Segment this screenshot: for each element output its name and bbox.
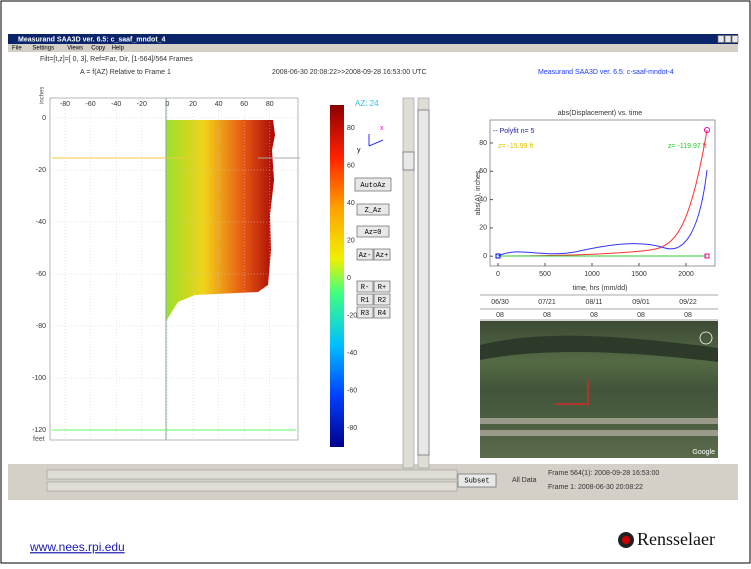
colorbar-tick: 80 <box>347 125 355 132</box>
date-label: 08/11 <box>586 299 603 306</box>
menu-item[interactable]: Help <box>112 46 125 52</box>
x-tick-label: 500 <box>539 271 551 278</box>
y-unit: feet <box>33 436 45 443</box>
date-label: 09/22 <box>679 299 697 306</box>
road <box>480 430 718 436</box>
year-label: 08 <box>684 312 692 319</box>
y-tick-label: 20 <box>479 225 487 232</box>
year-label: 08 <box>543 312 551 319</box>
colorbar-tick: 0 <box>347 275 351 282</box>
annotation: z= -15.99 ft <box>498 143 533 150</box>
h-scrollbar[interactable] <box>47 470 457 479</box>
y-tick-label: 60 <box>479 168 487 175</box>
x-tick-label: -80 <box>60 101 70 108</box>
year-label: 08 <box>637 312 645 319</box>
colorbar-tick: -60 <box>347 387 357 394</box>
year-label: 08 <box>496 312 504 319</box>
colorbar-tick: -40 <box>347 350 357 357</box>
logo-mark <box>622 536 630 544</box>
all-data: All Data <box>512 477 537 484</box>
y-tick-label: 80 <box>479 140 487 147</box>
y-tick-label: 40 <box>479 196 487 203</box>
button-label: Z_Az <box>365 207 382 215</box>
button-label: Az=0 <box>365 229 382 237</box>
y-tick-label: -20 <box>36 167 46 174</box>
footer-link[interactable]: www.nees.rpi.edu <box>29 540 125 554</box>
x-tick-label: 1500 <box>631 271 647 278</box>
x-tick-label: 0 <box>496 271 500 278</box>
colorbar-tick: 60 <box>347 162 355 169</box>
menu-item[interactable]: Settings <box>32 46 54 52</box>
x-tick-label: -60 <box>86 101 96 108</box>
axis-x-label: x <box>380 125 384 132</box>
y-tick-label: -120 <box>32 427 46 434</box>
map-attribution: Google <box>692 449 715 456</box>
button-label: AutoAz <box>360 182 385 190</box>
menu-item[interactable]: Views <box>67 46 83 52</box>
button-label: R+ <box>378 284 386 292</box>
road <box>480 418 718 424</box>
colorbar-tick: 20 <box>347 237 355 244</box>
annotation: z= -119.97 ft <box>668 143 707 150</box>
logo-text: Rensselaer <box>637 529 715 549</box>
plot-title: A = f(AZ) Relative to Frame 1 <box>80 69 171 76</box>
time-range: 2008-06-30 20:08:22>>2008-09-28 16:53:00… <box>272 69 427 76</box>
y-tick-label: 0 <box>483 253 487 260</box>
year-label: 08 <box>590 312 598 319</box>
x-tick-label: 20 <box>189 101 197 108</box>
y-tick-label: -80 <box>36 323 46 330</box>
menu-item[interactable]: Copy <box>91 46 105 52</box>
y-label: abs(A), inches <box>475 170 482 215</box>
window-title: Measurand SAA3D ver. 6.5: c_saaf_mndot_4 <box>18 36 166 43</box>
x-tick-label: 2000 <box>678 271 694 278</box>
y-tick-label: 0 <box>42 115 46 122</box>
button-label: Az+ <box>376 252 389 260</box>
button-label: R4 <box>378 310 386 318</box>
x-tick-label: 60 <box>240 101 248 108</box>
date-label: 09/01 <box>632 299 650 306</box>
maximize-button[interactable] <box>725 36 731 43</box>
frame-last: Frame 564(1): 2008-09-28 16:53:00 <box>548 470 659 477</box>
close-button[interactable] <box>732 36 738 43</box>
button-label: R3 <box>361 310 369 318</box>
az-label: AZ: 24 <box>355 99 379 108</box>
filter-info: Filt=[t,z]=[ 0, 3], Ref=Far, Dir, [1-564… <box>40 56 193 63</box>
app-label: Measurand SAA3D ver. 6.5: c-saaf-mndot-4 <box>538 69 674 76</box>
slide: Measurand SAA3D ver. 6.5: c_saaf_mndot_4… <box>0 0 751 564</box>
x-tick-label: 40 <box>215 101 223 108</box>
page: {"window":{"title":"Measurand SAA3D ver.… <box>0 0 751 564</box>
y-tick-label: -40 <box>36 219 46 226</box>
button-label: R1 <box>361 297 369 305</box>
button-label: R2 <box>378 297 386 305</box>
colorbar-tick: -80 <box>347 425 357 432</box>
x-tick-label: 80 <box>266 101 274 108</box>
colorbar-tick: -20 <box>347 312 357 319</box>
x-tick-label: -20 <box>137 101 147 108</box>
date-label: 07/21 <box>538 299 556 306</box>
y-label: inches <box>40 87 46 104</box>
minimize-button[interactable] <box>718 36 724 43</box>
frame-first: Frame 1: 2008-06-30 20:08:22 <box>548 484 643 491</box>
date-label: 06/30 <box>491 299 509 306</box>
subset-label: Subset <box>464 477 489 485</box>
x-label: time, hrs (mm/dd) <box>573 285 628 292</box>
axis-y-label: y <box>357 147 361 154</box>
y-tick-label: -100 <box>32 375 46 382</box>
x-tick-label: 0 <box>165 101 169 108</box>
button-label: R- <box>361 284 369 292</box>
colorbar <box>330 105 344 447</box>
legend: -- Polyfit n= 5 <box>493 128 535 135</box>
h-scrollbar[interactable] <box>47 482 457 491</box>
scroll-thumb[interactable] <box>418 110 429 455</box>
colorbar-tick: 40 <box>347 200 355 207</box>
x-tick-label: -40 <box>111 101 121 108</box>
x-tick-label: 1000 <box>584 271 600 278</box>
menu-item[interactable]: File <box>12 46 22 52</box>
button-label: Az- <box>359 252 372 260</box>
y-tick-label: -60 <box>36 271 46 278</box>
time-plot-title: abs(Displacement) vs. time <box>558 110 643 117</box>
scroll-thumb[interactable] <box>403 152 414 170</box>
